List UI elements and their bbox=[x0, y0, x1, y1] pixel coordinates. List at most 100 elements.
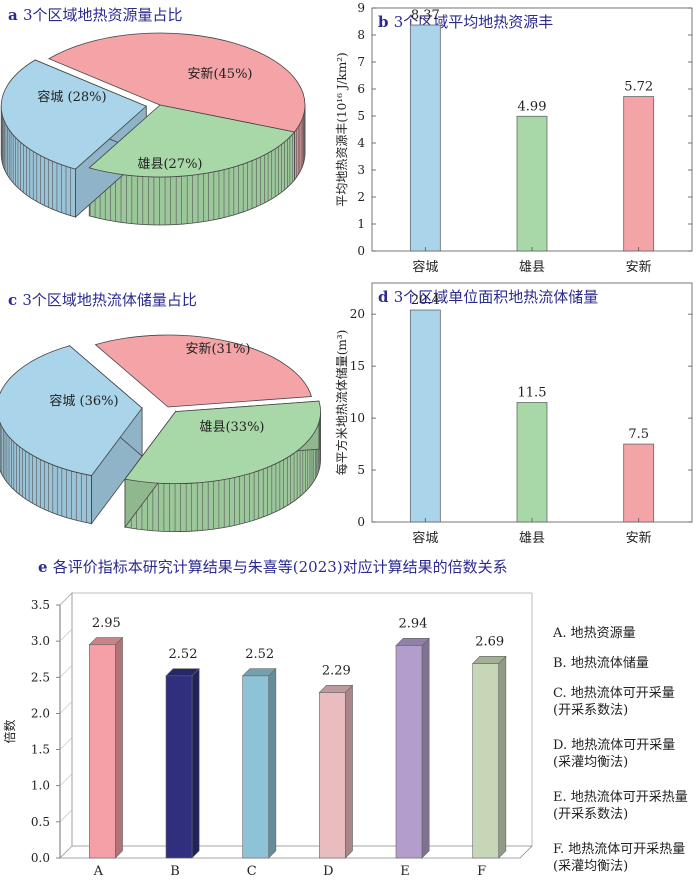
y-tick-label: 3 bbox=[357, 163, 365, 177]
bar bbox=[165, 667, 200, 859]
y-tick-label: 6 bbox=[357, 82, 365, 96]
y-tick-label: 0.5 bbox=[31, 815, 50, 829]
bar-value-label: 2.52 bbox=[245, 647, 274, 662]
legend-entry: (开采系数法) bbox=[553, 807, 628, 822]
pie-slice bbox=[124, 400, 321, 485]
bar bbox=[88, 636, 124, 859]
x-category-label: E bbox=[400, 864, 410, 879]
x-category-label: 雄县 bbox=[519, 531, 545, 546]
x-category-label: 安新 bbox=[626, 530, 652, 546]
legend-entry: (开采系数法) bbox=[553, 703, 628, 718]
y-tick-label: 2 bbox=[357, 190, 365, 204]
x-category-label: B bbox=[170, 864, 180, 879]
pie-slice bbox=[94, 334, 312, 408]
pie-slice bbox=[0, 59, 147, 170]
legend-entry: B. 地热流体储量 bbox=[553, 656, 649, 671]
grid-side-line bbox=[59, 592, 73, 606]
pie-slice-label: 安新(45%) bbox=[187, 66, 252, 82]
bar bbox=[516, 115, 548, 252]
y-tick-label: 8 bbox=[357, 28, 365, 42]
x-category-label: D bbox=[323, 864, 333, 879]
pie-slice-label: 容城 (28%) bbox=[37, 89, 106, 105]
bar bbox=[318, 684, 354, 859]
bar-value-label: 8.37 bbox=[411, 8, 440, 23]
x-category-label: C bbox=[247, 864, 257, 879]
y-tick-label: 7 bbox=[357, 55, 365, 69]
y-tick-label: 0 bbox=[357, 515, 365, 529]
pie-slice-label: 雄县(27%) bbox=[137, 157, 202, 172]
y-tick-label: 3.5 bbox=[31, 598, 50, 612]
chart-title: e 各评价指标本研究计算结果与朱喜等(2023)对应计算结果的倍数关系 bbox=[38, 558, 508, 576]
y-tick-label: 1.5 bbox=[31, 743, 50, 757]
bar bbox=[241, 667, 277, 859]
panel-d-bar-chart: d 3个区域单位面积地热流体储量 0 5 10 15 20 20.4 容城 11.5 雄县 7.5 安… bbox=[334, 282, 693, 546]
grid-side-line bbox=[59, 737, 73, 750]
pie-slice-label: 安新(31%) bbox=[185, 341, 250, 357]
chart-title: c 3个区域地热流体储量占比 bbox=[8, 291, 197, 309]
bar bbox=[623, 443, 655, 523]
panel-e-3d-bar-chart: e 各评价指标本研究计算结果与朱喜等(2023)对应计算结果的倍数关系 0.0 0.… bbox=[2, 558, 688, 879]
y-tick-label: 20 bbox=[350, 307, 365, 321]
bar-value-label: 2.95 bbox=[92, 616, 121, 631]
bar bbox=[516, 402, 548, 523]
legend-entry: A. 地热资源量 bbox=[552, 626, 636, 641]
side-wall bbox=[59, 592, 73, 859]
y-tick-label: 2.0 bbox=[31, 706, 50, 720]
grid-side-line bbox=[59, 809, 73, 823]
legend-entry: (采灌均衡法) bbox=[553, 755, 628, 770]
chart-title: a 3个区域地热资源量占比 bbox=[8, 6, 183, 24]
pie-slice-side bbox=[88, 130, 295, 226]
panel-b-bar-chart: b 3个区域平均地热资源丰 0 1 2 3 4 5 6 7 8 9 8.37 容城 4.99 雄县 5.72 安… bbox=[335, 1, 693, 275]
y-tick-label: 2.5 bbox=[31, 670, 50, 684]
y-tick-label: 4 bbox=[357, 136, 365, 150]
y-axis-label: 倍数 bbox=[2, 719, 17, 743]
x-category-label: 容城 bbox=[412, 259, 438, 275]
pie-slice-label: 容城 (36%) bbox=[49, 393, 118, 409]
bar-value-label: 7.5 bbox=[628, 427, 649, 442]
y-tick-label: 0 bbox=[357, 244, 365, 258]
bar-value-label: 4.99 bbox=[518, 99, 547, 114]
y-axis-label: 平均地热资源丰(10¹⁶ J/km²) bbox=[335, 52, 349, 206]
pie-slice-label: 雄县(33%) bbox=[199, 420, 264, 435]
floor bbox=[59, 845, 533, 859]
grid-side-line bbox=[59, 665, 73, 678]
chart-title: b 3个区域平均地热资源丰 bbox=[378, 13, 553, 31]
pie-slice bbox=[48, 32, 306, 133]
bar-value-label: 2.69 bbox=[475, 635, 504, 650]
x-category-label: F bbox=[477, 864, 486, 879]
legend-entry: E. 地热流体可开采热量 bbox=[553, 790, 688, 805]
pie-slice bbox=[0, 345, 143, 477]
grid-side-line bbox=[59, 845, 73, 859]
bar bbox=[409, 309, 441, 523]
y-tick-label: 5 bbox=[357, 463, 365, 477]
x-category-label: 雄县 bbox=[519, 260, 545, 275]
bar-value-label: 2.94 bbox=[399, 616, 428, 631]
bar-value-label: 2.52 bbox=[169, 647, 198, 662]
y-tick-label: 15 bbox=[350, 359, 365, 373]
x-category-label: A bbox=[93, 864, 104, 879]
y-tick-label: 5 bbox=[357, 109, 365, 123]
chart-title: d 3个区域单位面积地热流体储量 bbox=[378, 288, 598, 306]
y-axis-label: 每平方米地热流体储量(m³) bbox=[334, 330, 349, 476]
y-tick-label: 10 bbox=[350, 411, 365, 425]
grid-side-line bbox=[59, 628, 73, 642]
bar bbox=[395, 637, 430, 859]
y-tick-label: 1.0 bbox=[31, 779, 50, 793]
legend-entry: (采灌均衡法) bbox=[553, 859, 628, 874]
y-tick-label: 1 bbox=[357, 217, 365, 231]
bar-value-label: 20.4 bbox=[411, 293, 440, 308]
grid-side-line bbox=[59, 701, 73, 714]
bar-value-label: 2.29 bbox=[322, 663, 351, 678]
y-tick-label: 3.0 bbox=[31, 634, 50, 648]
y-tick-label: 9 bbox=[357, 1, 365, 15]
legend-entry: F. 地热流体可开采热量 bbox=[553, 842, 685, 857]
pie-slice bbox=[88, 104, 296, 178]
bar bbox=[471, 655, 507, 859]
bar bbox=[623, 96, 655, 252]
bar bbox=[409, 24, 441, 252]
grid-side-line bbox=[59, 773, 73, 786]
bar-value-label: 5.72 bbox=[624, 80, 653, 95]
y-tick-label: 0.0 bbox=[31, 851, 50, 865]
